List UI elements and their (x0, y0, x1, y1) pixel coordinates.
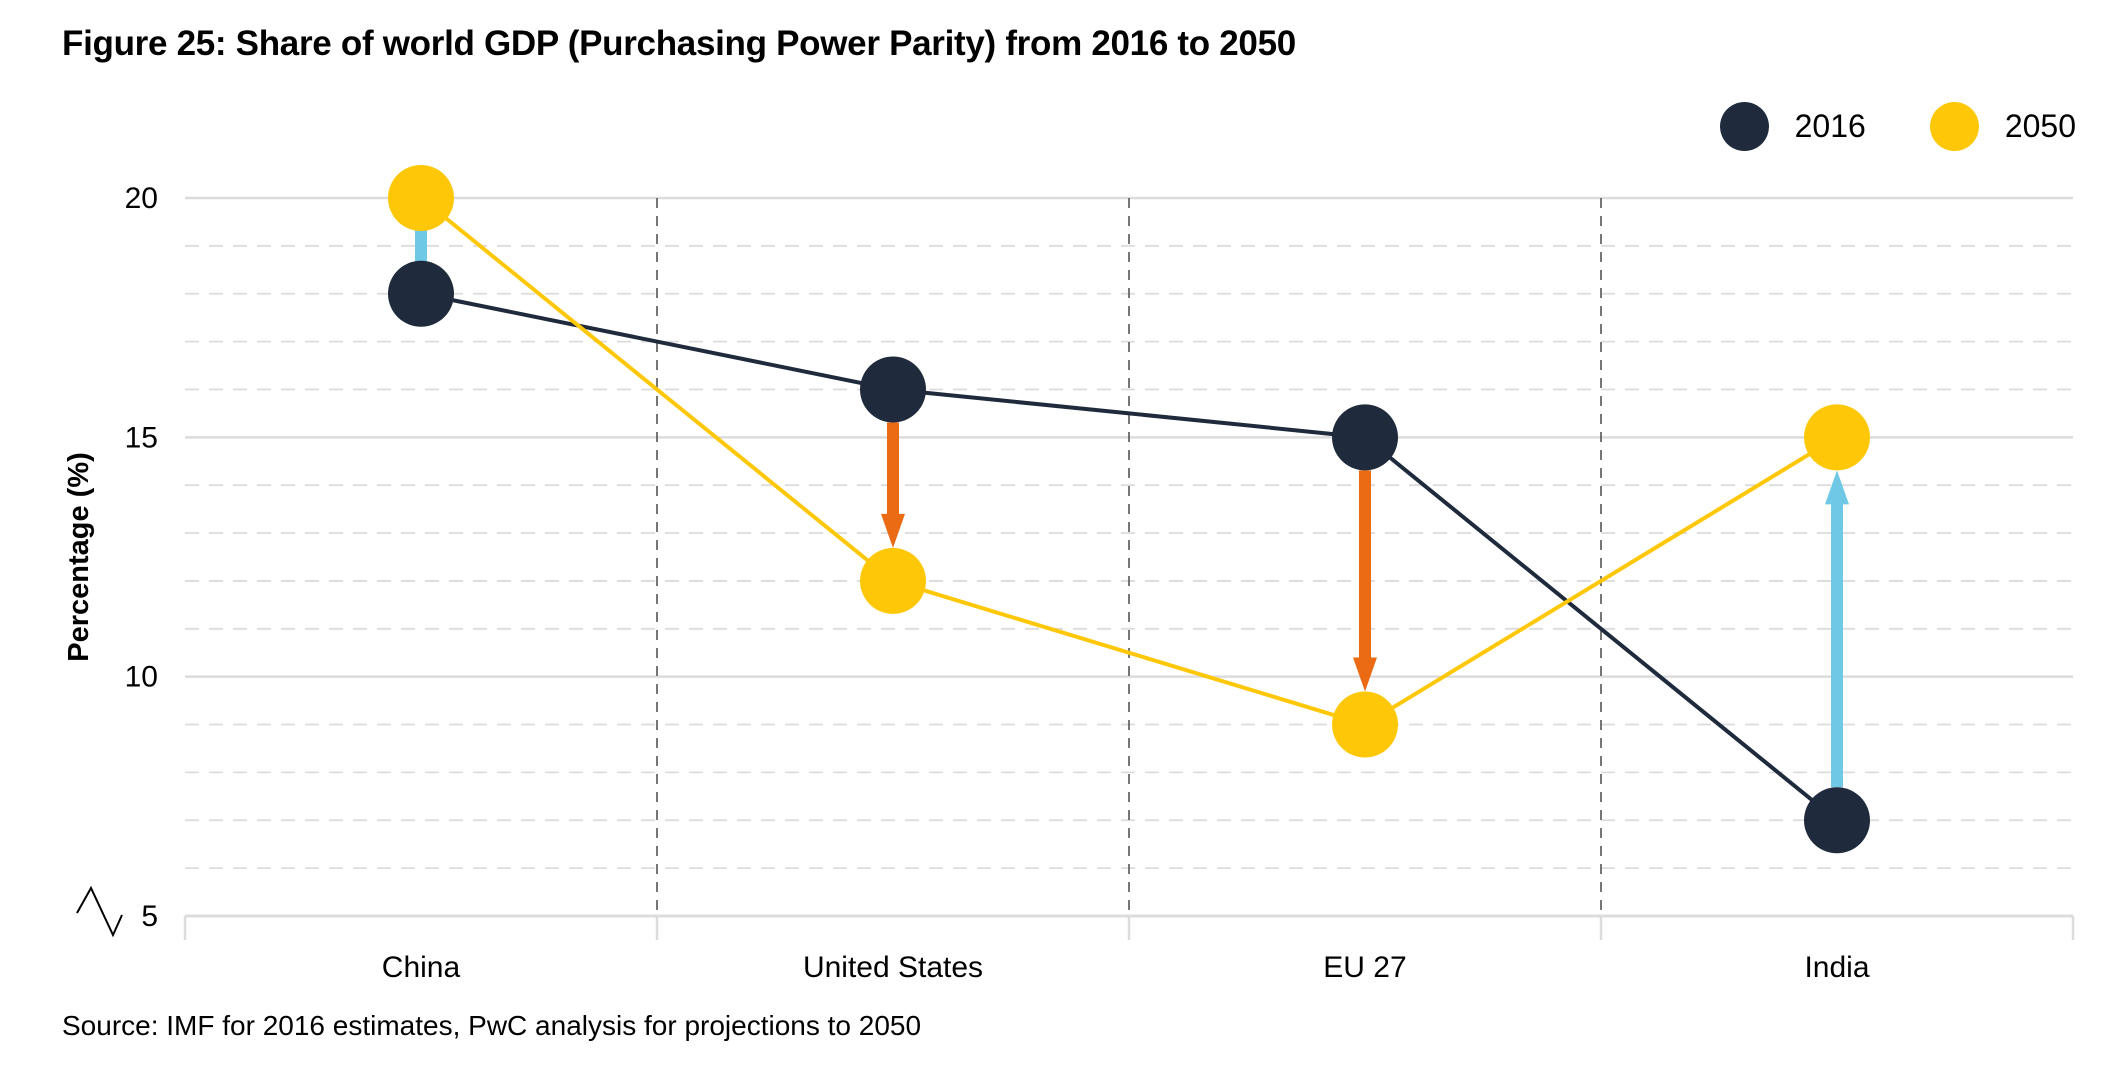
series-line-2016 (420, 291, 1839, 822)
x-tick-label: United States (803, 951, 983, 984)
data-point-2050-united-states (860, 547, 926, 614)
x-tick-label: China (382, 951, 461, 984)
data-point-2050-india (1804, 404, 1870, 471)
legend-swatch-2016 (1719, 102, 1769, 151)
axis-break-icon (76, 885, 123, 938)
y-tick-label: 5 (141, 900, 158, 933)
data-point-2016-eu-27 (1332, 404, 1398, 471)
gridlines (185, 196, 2073, 870)
axes (76, 885, 2075, 940)
y-tick-label: 20 (125, 182, 158, 215)
change-arrow-head (1825, 470, 1849, 505)
change-arrows (415, 198, 1849, 788)
series-line-2050 (419, 196, 1839, 727)
x-tick-label: EU 27 (1323, 951, 1406, 984)
change-arrow-head (881, 513, 905, 548)
legend-swatch-2050 (1929, 102, 1979, 151)
y-tick-label: 10 (125, 661, 158, 694)
source-note: Source: IMF for 2016 estimates, PwC anal… (62, 1010, 922, 1041)
series-lines (419, 196, 1839, 822)
data-point-2016-india (1804, 787, 1870, 854)
legend-label-2016: 2016 (1794, 108, 1866, 144)
change-arrow-head (1353, 657, 1377, 692)
category-separators (656, 198, 1602, 916)
axis-labels: Percentage (%) 5 10 15 20 China United States… (63, 182, 1870, 984)
legend: 2016 2050 (1656, 102, 2076, 151)
y-tick-label: 15 (125, 421, 158, 454)
x-tick-label: India (1804, 951, 1869, 984)
data-point-2016-china (388, 260, 454, 327)
legend-item-2016: 2016 (1719, 102, 1866, 151)
data-point-2050-china (388, 165, 454, 231)
legend-label-2050: 2050 (2004, 108, 2076, 144)
data-points (388, 165, 1870, 854)
data-point-2050-eu-27 (1332, 691, 1398, 758)
y-axis-label: Percentage (%) (63, 452, 95, 662)
chart-title: Figure 25: Share of world GDP (Purchasin… (62, 24, 1296, 63)
legend-item-2050: 2050 (1929, 102, 2076, 151)
data-point-2016-united-states (860, 356, 926, 423)
